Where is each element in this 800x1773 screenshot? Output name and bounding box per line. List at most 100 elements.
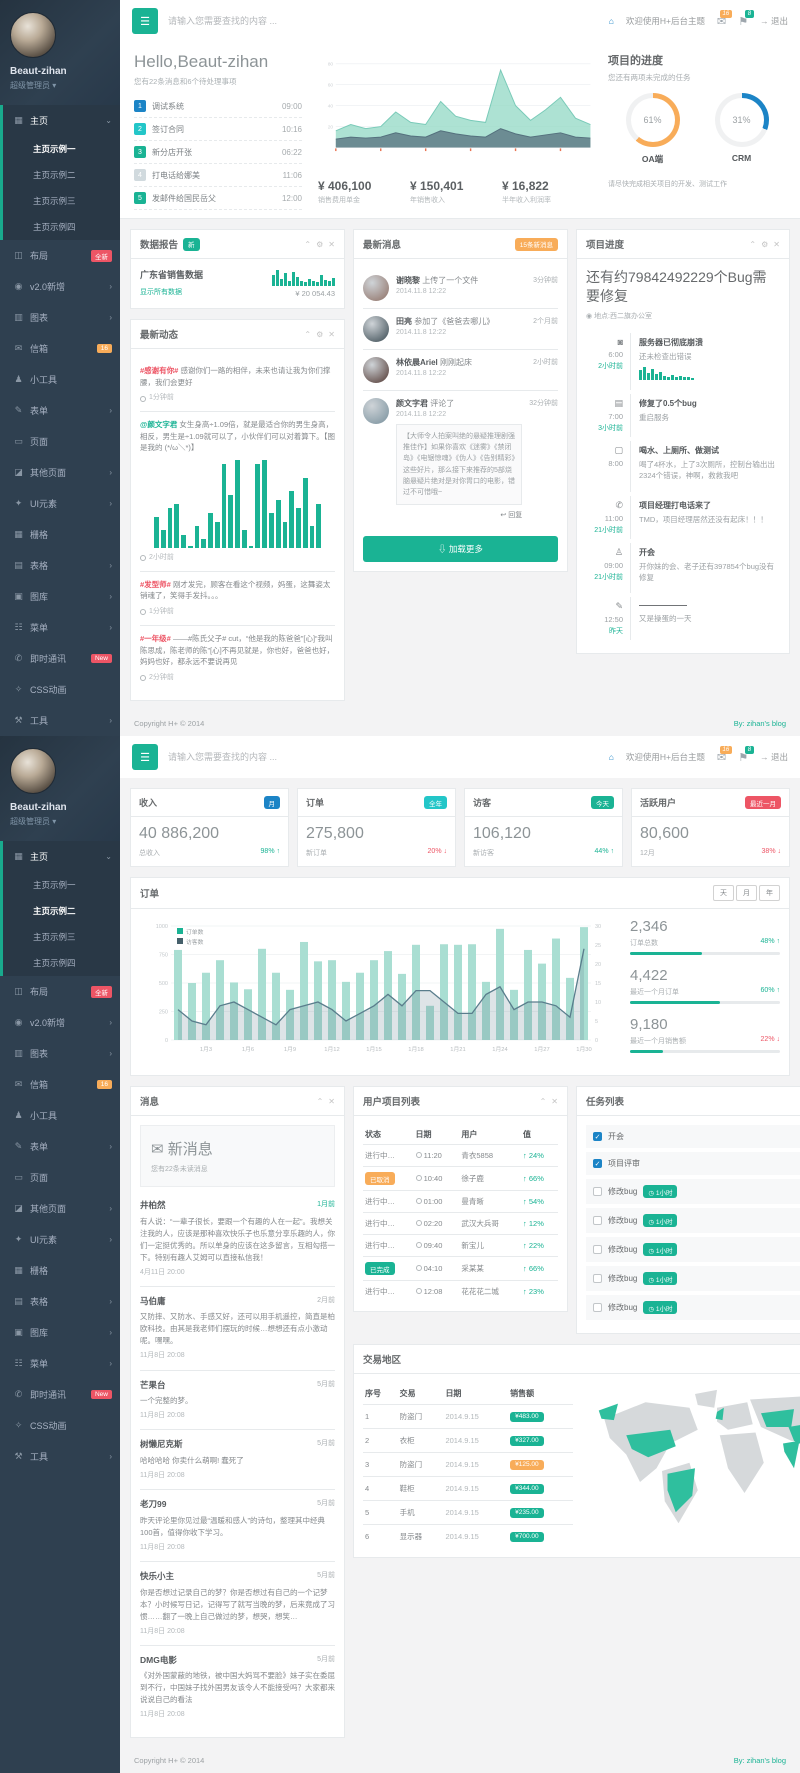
- sidebar-item-10[interactable]: ▦ 栅格: [0, 1255, 120, 1286]
- news-user-name[interactable]: 田亮: [396, 317, 415, 326]
- load-more-button[interactable]: ⇩ 加载更多: [363, 536, 558, 563]
- feed-hashtag[interactable]: #发型师#: [140, 579, 173, 589]
- sidebar-subitem-2[interactable]: 主页示例二: [33, 170, 76, 180]
- sidebar-item-15[interactable]: ✧ CSS动画: [0, 1410, 120, 1441]
- todo-item[interactable]: 5 发邮件给国民岳父 12:00: [134, 187, 302, 210]
- task-checkbox[interactable]: [593, 1187, 602, 1196]
- mail-icon[interactable]: ✉ 16: [717, 745, 733, 764]
- report-link[interactable]: 显示所有数据: [140, 289, 182, 296]
- sidebar-subitem-2[interactable]: 主页示例二: [33, 906, 76, 916]
- news-user-name[interactable]: 谢晓黎: [396, 276, 423, 285]
- search-input[interactable]: [168, 752, 368, 762]
- sidebar-subitem-3[interactable]: 主页示例三: [33, 932, 76, 942]
- task-checkbox[interactable]: [593, 1216, 602, 1225]
- logout-link[interactable]: → 退出: [760, 752, 788, 762]
- avatar[interactable]: [10, 12, 56, 58]
- feed-hashtag[interactable]: @颜文字君: [140, 420, 180, 430]
- avatar[interactable]: [10, 748, 56, 794]
- search-input[interactable]: [168, 16, 368, 26]
- close-icon[interactable]: ✕: [551, 1096, 558, 1106]
- news-item[interactable]: 谢晓黎 上传了一个文件 2014.11.8 12:22 3分钟前: [363, 268, 558, 309]
- sidebar-subitem-4[interactable]: 主页示例四: [33, 958, 76, 968]
- message-item[interactable]: 马伯庸 2月前 又防摔、又防水、手感又好，还可以用手机遥控，简直是柏欧科技。由其是我…: [140, 1287, 335, 1371]
- credit-link[interactable]: By: zihan's blog: [733, 1756, 786, 1766]
- message-item[interactable]: 井柏然 1月前 有人说：“一辈子很长，要跟一个有趣的人在一起”。我想关注我的人，应该…: [140, 1191, 335, 1287]
- news-user-name[interactable]: 颜文字君: [396, 399, 431, 408]
- sidebar-item-12[interactable]: ▣ 图库 ›: [0, 581, 120, 612]
- sidebar-item-13[interactable]: ☷ 菜单 ›: [0, 1348, 120, 1379]
- message-item[interactable]: 老刀99 5月前 昨天评论里你见过最“温暖和感人”的诗句，整理其中经典100首，值得…: [140, 1490, 335, 1562]
- feed-hashtag[interactable]: #一年级#: [140, 633, 173, 643]
- range-button-天[interactable]: 天: [713, 885, 734, 901]
- sidebar-item-11[interactable]: ▤ 表格 ›: [0, 550, 120, 581]
- sidebar-item-8[interactable]: ◪ 其他页面 ›: [0, 1193, 120, 1224]
- mail-icon[interactable]: ✉ 16: [717, 9, 733, 28]
- task-checkbox[interactable]: ✓: [593, 1132, 602, 1141]
- sidebar-item-3[interactable]: ▥ 图表 ›: [0, 302, 120, 333]
- range-button-月[interactable]: 月: [736, 885, 757, 901]
- todo-item[interactable]: 1 调试系统 09:00: [134, 95, 302, 118]
- range-button-年[interactable]: 年: [759, 885, 780, 901]
- news-item[interactable]: 颜文字君 评论了 2014.11.8 12:22 【大师令人拍案叫绝的悬疑推理剧强推…: [363, 391, 558, 527]
- task-checkbox[interactable]: [593, 1245, 602, 1254]
- close-icon[interactable]: ✕: [773, 239, 780, 249]
- sidebar-item-13[interactable]: ☷ 菜单 ›: [0, 612, 120, 643]
- feed-hashtag[interactable]: #感谢有你#: [140, 366, 181, 375]
- sidebar-subitem-3[interactable]: 主页示例三: [33, 196, 76, 206]
- news-item[interactable]: 田亮 参加了《爸爸去哪儿》 2014.11.8 12:22 2个月前: [363, 309, 558, 350]
- sidebar-item-7[interactable]: ▭ 页面: [0, 426, 120, 457]
- sidebar-item-1[interactable]: ◫ 布局 全新: [0, 976, 120, 1007]
- sidebar-item-15[interactable]: ✧ CSS动画: [0, 674, 120, 705]
- collapse-icon[interactable]: ⌃: [539, 1096, 547, 1106]
- settings-icon[interactable]: ⚙: [316, 329, 324, 339]
- close-icon[interactable]: ✕: [328, 1096, 335, 1106]
- bell-icon[interactable]: ⚑ 8: [738, 9, 755, 28]
- sidebar-item-4[interactable]: ✉ 信箱 16: [0, 333, 120, 364]
- sidebar-subitem-1[interactable]: 主页示例一: [33, 880, 76, 890]
- bell-icon[interactable]: ⚑ 8: [738, 745, 755, 764]
- menu-toggle-button[interactable]: ☰: [132, 744, 158, 770]
- sidebar-subitem-4[interactable]: 主页示例四: [33, 222, 76, 232]
- task-checkbox[interactable]: [593, 1303, 602, 1312]
- sidebar-subitem-1[interactable]: 主页示例一: [33, 144, 76, 154]
- settings-icon[interactable]: ⚙: [761, 239, 769, 249]
- sidebar-item-11[interactable]: ▤ 表格 ›: [0, 1286, 120, 1317]
- message-item[interactable]: DMG电影 5月前 《对外国蒙蔽的地铁，被中国大妈骂不要脸》妹子实在委屈到不行，中国…: [140, 1646, 335, 1729]
- todo-item[interactable]: 3 新分店开张 06:22: [134, 141, 302, 164]
- sidebar-item-8[interactable]: ◪ 其他页面 ›: [0, 457, 120, 488]
- logout-link[interactable]: → 退出: [760, 16, 788, 26]
- task-checkbox[interactable]: [593, 1274, 602, 1283]
- settings-icon[interactable]: ⚙: [316, 239, 324, 249]
- sidebar-item-12[interactable]: ▣ 图库 ›: [0, 1317, 120, 1348]
- sidebar-item-9[interactable]: ✦ UI元素 ›: [0, 488, 120, 519]
- sidebar-item-16[interactable]: ⚒ 工具 ›: [0, 705, 120, 736]
- message-item[interactable]: 树懒尼克斯 5月前 哈哈哈哈 你卖什么萌啊! 蠢死了 11月8日 20:08: [140, 1430, 335, 1491]
- sidebar-item-14[interactable]: ✆ 即时通讯 New: [0, 643, 120, 674]
- todo-item[interactable]: 2 签订合同 10:16: [134, 118, 302, 141]
- user-role[interactable]: 超级管理员 ▾: [10, 81, 57, 90]
- news-user-name[interactable]: 林依晨Ariel: [396, 358, 441, 367]
- sidebar-item-7[interactable]: ▭ 页面: [0, 1162, 120, 1193]
- collapse-icon[interactable]: ⌃: [304, 239, 312, 249]
- sidebar-item-9[interactable]: ✦ UI元素 ›: [0, 1224, 120, 1255]
- sidebar-item-4[interactable]: ✉ 信箱 16: [0, 1069, 120, 1100]
- sidebar-item-2[interactable]: ◉ v2.0新增 ›: [0, 1007, 120, 1038]
- sidebar-item-5[interactable]: ♟ 小工具: [0, 1100, 120, 1131]
- sidebar-item-3[interactable]: ▥ 图表 ›: [0, 1038, 120, 1069]
- sidebar-item-home[interactable]: ▦ 主页 ⌄: [3, 105, 120, 136]
- sidebar-item-5[interactable]: ♟ 小工具: [0, 364, 120, 395]
- menu-toggle-button[interactable]: ☰: [132, 8, 158, 34]
- sidebar-item-1[interactable]: ◫ 布局 全新: [0, 240, 120, 271]
- close-icon[interactable]: ✕: [328, 239, 335, 249]
- message-item[interactable]: 快乐小主 5月前 你是否想过记录自己的梦？你是否想过有自己的一个记梦本？小时候写日记…: [140, 1562, 335, 1646]
- collapse-icon[interactable]: ⌃: [304, 329, 312, 339]
- sidebar-item-14[interactable]: ✆ 即时通讯 New: [0, 1379, 120, 1410]
- collapse-icon[interactable]: ⌃: [749, 239, 757, 249]
- sidebar-item-16[interactable]: ⚒ 工具 ›: [0, 1441, 120, 1472]
- sidebar-item-2[interactable]: ◉ v2.0新增 ›: [0, 271, 120, 302]
- sidebar-item-home[interactable]: ▦ 主页 ⌄: [3, 841, 120, 872]
- sidebar-item-6[interactable]: ✎ 表单 ›: [0, 1131, 120, 1162]
- message-item[interactable]: 芒果台 5月前 一个完整的梦。 11月8日 20:08: [140, 1371, 335, 1431]
- user-role[interactable]: 超级管理员 ▾: [10, 817, 57, 826]
- news-item[interactable]: 林依晨Ariel 刚刚起床 2014.11.8 12:22 2小时前: [363, 350, 558, 391]
